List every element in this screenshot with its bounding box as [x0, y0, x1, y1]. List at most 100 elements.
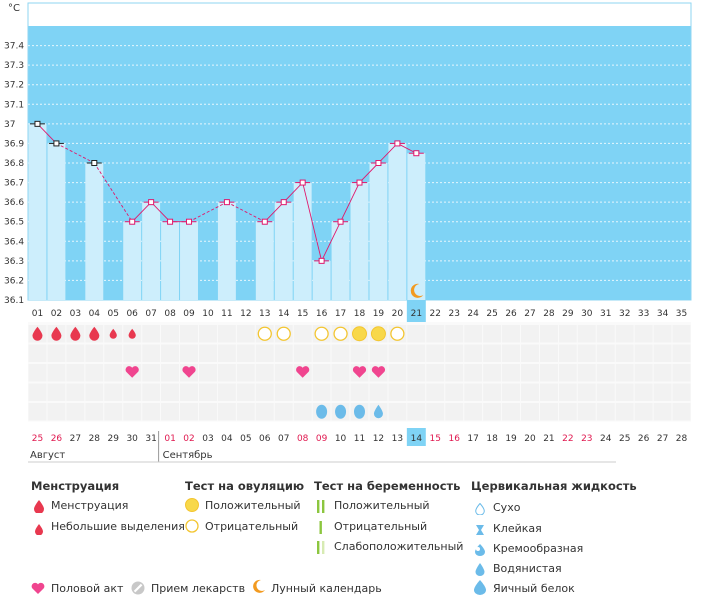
fluid-watery-icon: [475, 561, 485, 580]
menstruation-drop-icon: [51, 326, 62, 341]
symbol-cell: [521, 325, 539, 343]
symbol-cell: [255, 364, 274, 382]
temperature-point: [148, 199, 155, 206]
menstruation-drop-icon: [32, 326, 43, 341]
temperature-bar: [293, 182, 312, 300]
y-tick-label: 37.4: [4, 42, 24, 52]
temperature-bar: [350, 182, 369, 300]
symbol-cell: [123, 403, 142, 421]
symbol-cell: [217, 325, 236, 343]
symbol-cell: [142, 383, 161, 401]
temperature-point: [337, 218, 344, 225]
temperature-bar: [255, 221, 274, 300]
symbol-cell: [198, 383, 217, 401]
menstruation-drop-icon: [89, 326, 100, 341]
calendar-date-label: 27: [657, 434, 668, 444]
temperature-point: [91, 160, 98, 166]
heart-icon: [125, 366, 139, 378]
symbol-cell: [483, 364, 502, 382]
symbol-cell: [426, 364, 445, 382]
symbol-cell: [66, 403, 85, 421]
symbol-cell: [407, 403, 426, 421]
symbol-cell: [28, 383, 47, 401]
symbol-cell: [445, 403, 464, 421]
legend-title-fluid: Цервикальная жидкость: [471, 479, 637, 493]
calendar-date-label: 02: [183, 434, 194, 444]
temperature-point: [34, 120, 41, 127]
legend-fluid-watery: Водянистая: [493, 562, 562, 575]
temperature-point: [318, 257, 325, 264]
menstruation-drop-icon: [70, 326, 81, 341]
temperature-line-segment: [131, 201, 152, 223]
cycle-day-label: 20: [392, 309, 404, 319]
temperature-point: [394, 140, 401, 147]
current-day-highlight: [406, 300, 426, 322]
calendar-date-label: 10: [335, 434, 347, 444]
symbol-cell: [161, 364, 180, 382]
cycle-day-label: 05: [108, 309, 119, 319]
symbol-cell: [502, 364, 521, 382]
calendar-date-label: 23: [581, 434, 592, 444]
legend-fluid-egg-white: Яичный белок: [493, 582, 575, 595]
temperature-line-segment: [340, 182, 360, 222]
cycle-day-label: 35: [676, 309, 687, 319]
ovulation-negative-icon: [390, 326, 405, 341]
calendar-date-label: 11: [354, 434, 365, 444]
symbol-cell: [66, 344, 85, 362]
symbol-cell: [331, 344, 350, 362]
menstruation-drop-icon: [109, 328, 117, 339]
temperature-line-segment: [302, 182, 323, 261]
symbol-cell: [615, 364, 634, 382]
legend-title-menstruation: Менструация: [31, 479, 120, 493]
symbol-cell: [521, 344, 539, 362]
symbol-cell: [502, 383, 521, 401]
cycle-day-label: 24: [467, 309, 479, 319]
symbol-cell: [464, 344, 483, 362]
symbol-cell: [255, 403, 274, 421]
cycle-day-label: 31: [600, 309, 611, 319]
symbol-cell: [502, 325, 521, 343]
symbol-cell: [596, 344, 615, 362]
legend-fluid-sticky: Клейкая: [493, 522, 542, 535]
symbol-cell: [180, 325, 198, 343]
symbol-cell: [369, 344, 388, 362]
symbol-cell: [161, 325, 180, 343]
temperature-line-segment: [359, 162, 379, 183]
symbol-cell: [274, 364, 293, 382]
symbol-cell: [672, 383, 691, 401]
ovulation-positive-icon: [352, 326, 367, 342]
cycle-day-label: 08: [164, 309, 176, 319]
heart-icon: [352, 366, 367, 378]
month-label-august: Август: [30, 450, 65, 461]
symbol-cell: [312, 364, 331, 382]
cycle-day-label: 23: [448, 309, 459, 319]
calendar-date-label: 24: [600, 434, 612, 444]
symbol-cell: [180, 344, 198, 362]
symbol-cell: [558, 344, 577, 362]
heart-icon: [371, 366, 386, 378]
calendar-date-label: 29: [108, 434, 120, 444]
calendar-date-label: 27: [70, 434, 81, 444]
symbol-cell: [161, 403, 180, 421]
y-tick-label: 36.4: [4, 237, 24, 247]
fluid-egg-white-icon: [335, 404, 347, 419]
symbol-cell: [634, 383, 653, 401]
legend-intercourse: Половой акт: [51, 582, 124, 595]
symbol-cell: [236, 383, 255, 401]
temperature-point: [129, 218, 136, 225]
symbol-cell: [104, 383, 123, 401]
symbol-cell: [255, 344, 274, 362]
symbol-cell: [274, 403, 293, 421]
symbol-cell: [47, 364, 66, 382]
symbol-cell: [502, 344, 521, 362]
temperature-bar: [47, 143, 66, 300]
symbol-cell: [217, 344, 236, 362]
symbol-cell: [142, 344, 161, 362]
symbol-cell: [293, 325, 312, 343]
pill-icon: [131, 580, 145, 599]
symbol-cell: [596, 325, 615, 343]
month-label-september: Сентябрь: [163, 450, 213, 461]
y-tick-label: 37.3: [4, 61, 24, 71]
symbol-cell: [445, 364, 464, 382]
y-tick-label: 36.7: [4, 179, 24, 189]
